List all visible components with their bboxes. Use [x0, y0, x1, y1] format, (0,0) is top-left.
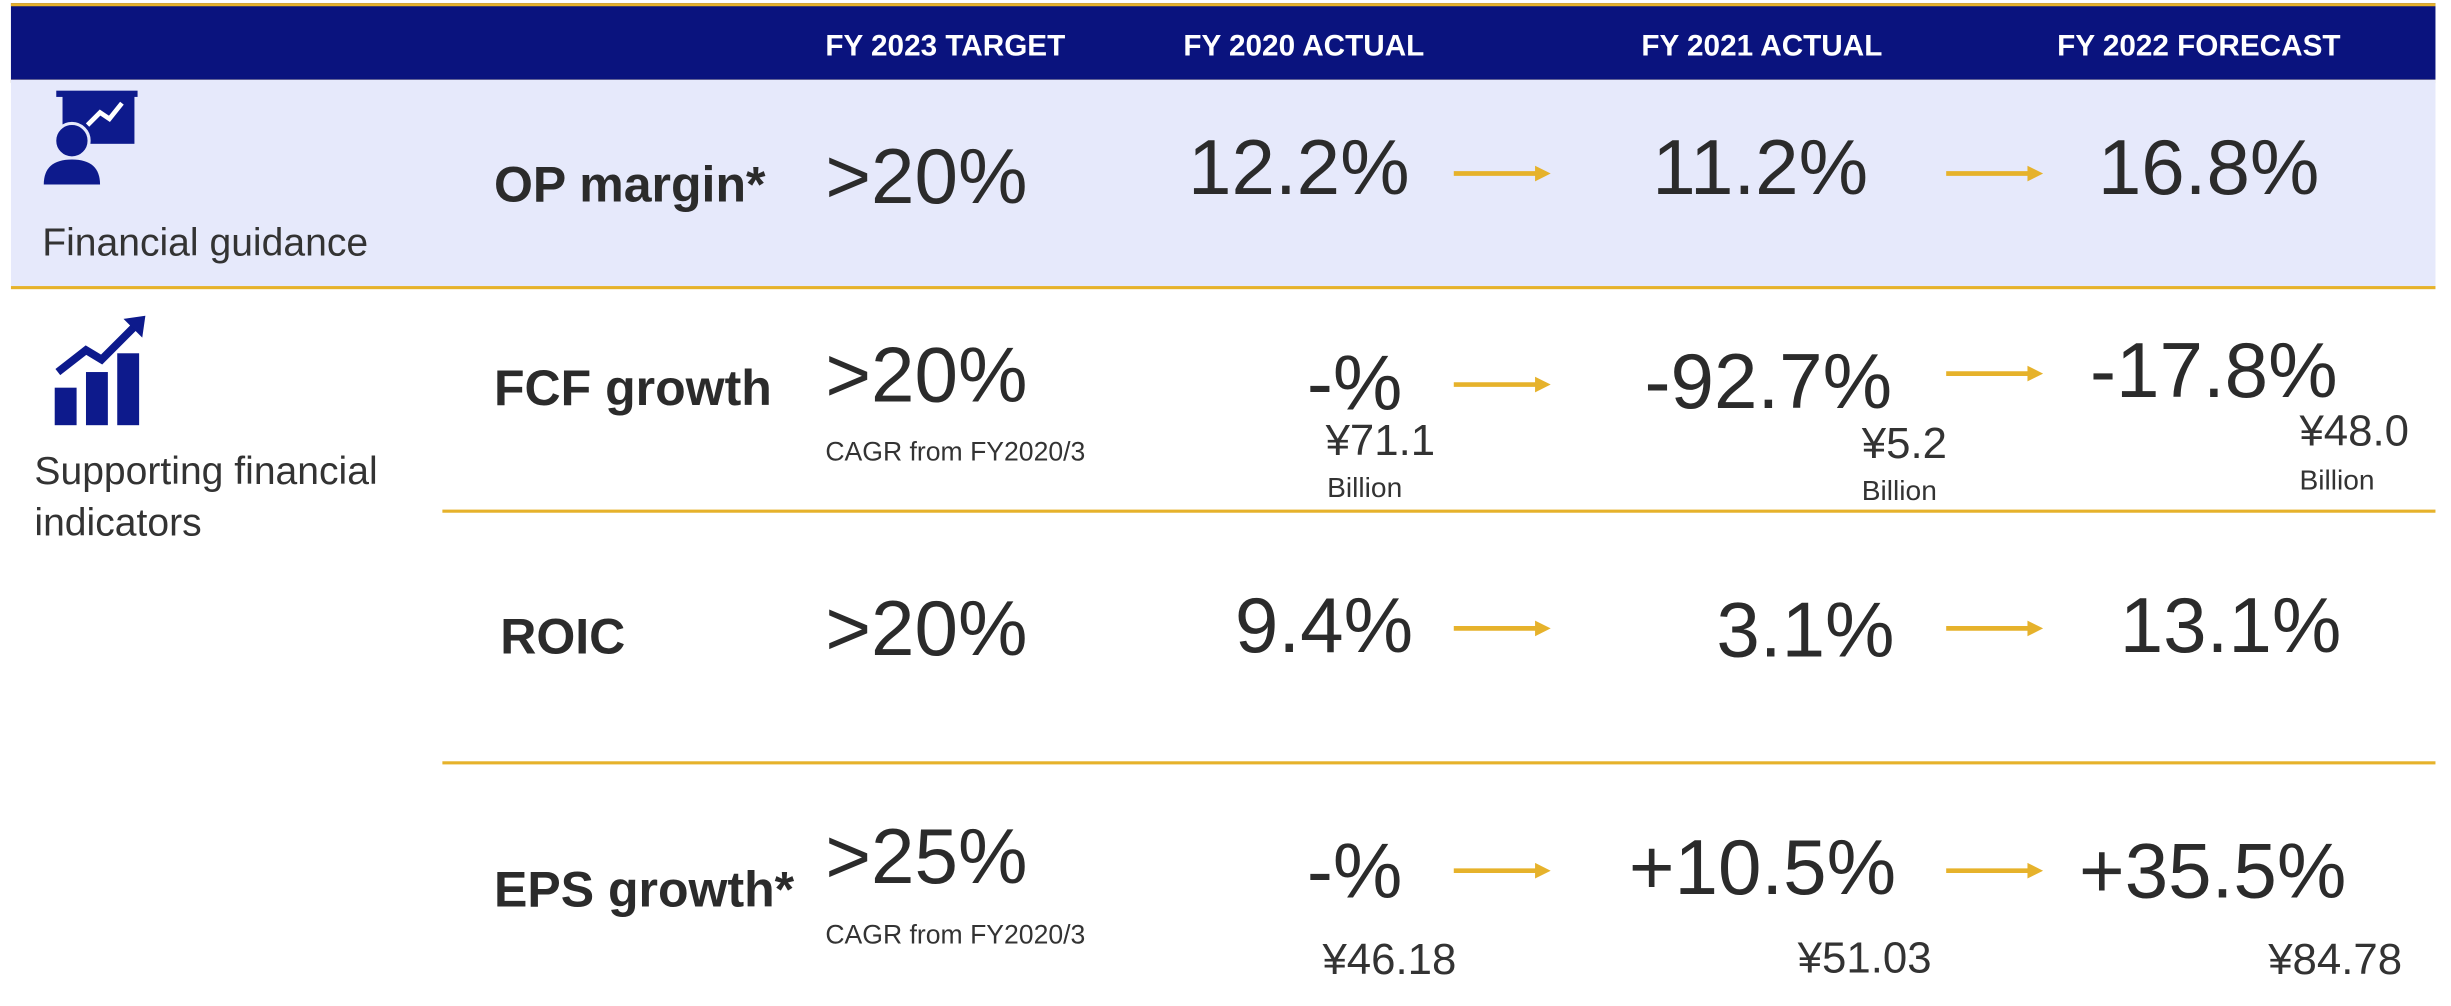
- value: -17.8%: [2089, 326, 2338, 415]
- unit: Billion: [2299, 464, 2375, 496]
- header-bar: [10, 3, 2436, 83]
- value: 13.1%: [2119, 581, 2342, 670]
- divider: [442, 761, 2436, 765]
- value: +10.5%: [1628, 823, 1897, 912]
- column-header: FY 2021 ACTUAL: [1641, 30, 1883, 64]
- target: >20%: [825, 132, 1028, 221]
- divider: [442, 509, 2436, 513]
- target: >20%: [825, 331, 1028, 419]
- arrow: [1946, 620, 2044, 637]
- value: -%: [1306, 339, 1403, 427]
- amount: ¥46.18: [1322, 934, 1457, 984]
- amount: ¥51.03: [1797, 933, 1932, 982]
- arrow: [1453, 862, 1551, 879]
- column-header: FY 2022 FORECAST: [2057, 30, 2341, 64]
- arrow: [1453, 620, 1551, 637]
- target: >20%: [825, 584, 1028, 673]
- arrow: [1946, 365, 2044, 382]
- guidance-band: [10, 79, 2436, 288]
- target: >25%: [825, 812, 1028, 901]
- value: 11.2%: [1652, 123, 1869, 212]
- unit: Billion: [1327, 472, 1403, 504]
- guidance-icon: [43, 90, 138, 185]
- row-label: OP margin*: [493, 156, 766, 213]
- amount: ¥84.78: [2268, 934, 2403, 984]
- indicators-icon: [54, 315, 146, 426]
- target-note: CAGR from FY2020/3: [825, 919, 1086, 950]
- value: +35.5%: [2079, 826, 2347, 915]
- column-header: FY 2020 ACTUAL: [1183, 30, 1425, 64]
- arrow: [1453, 376, 1551, 393]
- value: 16.8%: [2097, 123, 2320, 212]
- row-label: ROIC: [500, 608, 626, 665]
- value: 12.2%: [1188, 123, 1410, 212]
- value: -%: [1306, 826, 1403, 915]
- value: 3.1%: [1716, 586, 1895, 674]
- column-header: FY 2023 TARGET: [825, 30, 1066, 64]
- row-label: FCF growth: [493, 359, 772, 416]
- amount: ¥71.1: [1325, 415, 1436, 465]
- section-title: Supporting financial: [34, 449, 378, 494]
- amount: ¥48.0: [2299, 406, 2410, 455]
- arrow: [1453, 165, 1551, 182]
- section-title: Financial guidance: [42, 221, 369, 265]
- value: -92.7%: [1644, 337, 1893, 426]
- section-title: indicators: [34, 501, 202, 545]
- divider: [10, 286, 2436, 290]
- arrow: [1946, 165, 2044, 182]
- unit: Billion: [1861, 475, 1937, 507]
- amount: ¥5.2: [1861, 418, 1947, 468]
- arrow: [1946, 862, 2044, 879]
- target-note: CAGR from FY2020/3: [825, 436, 1086, 467]
- value: 9.4%: [1234, 581, 1414, 670]
- row-label: EPS growth*: [493, 861, 795, 918]
